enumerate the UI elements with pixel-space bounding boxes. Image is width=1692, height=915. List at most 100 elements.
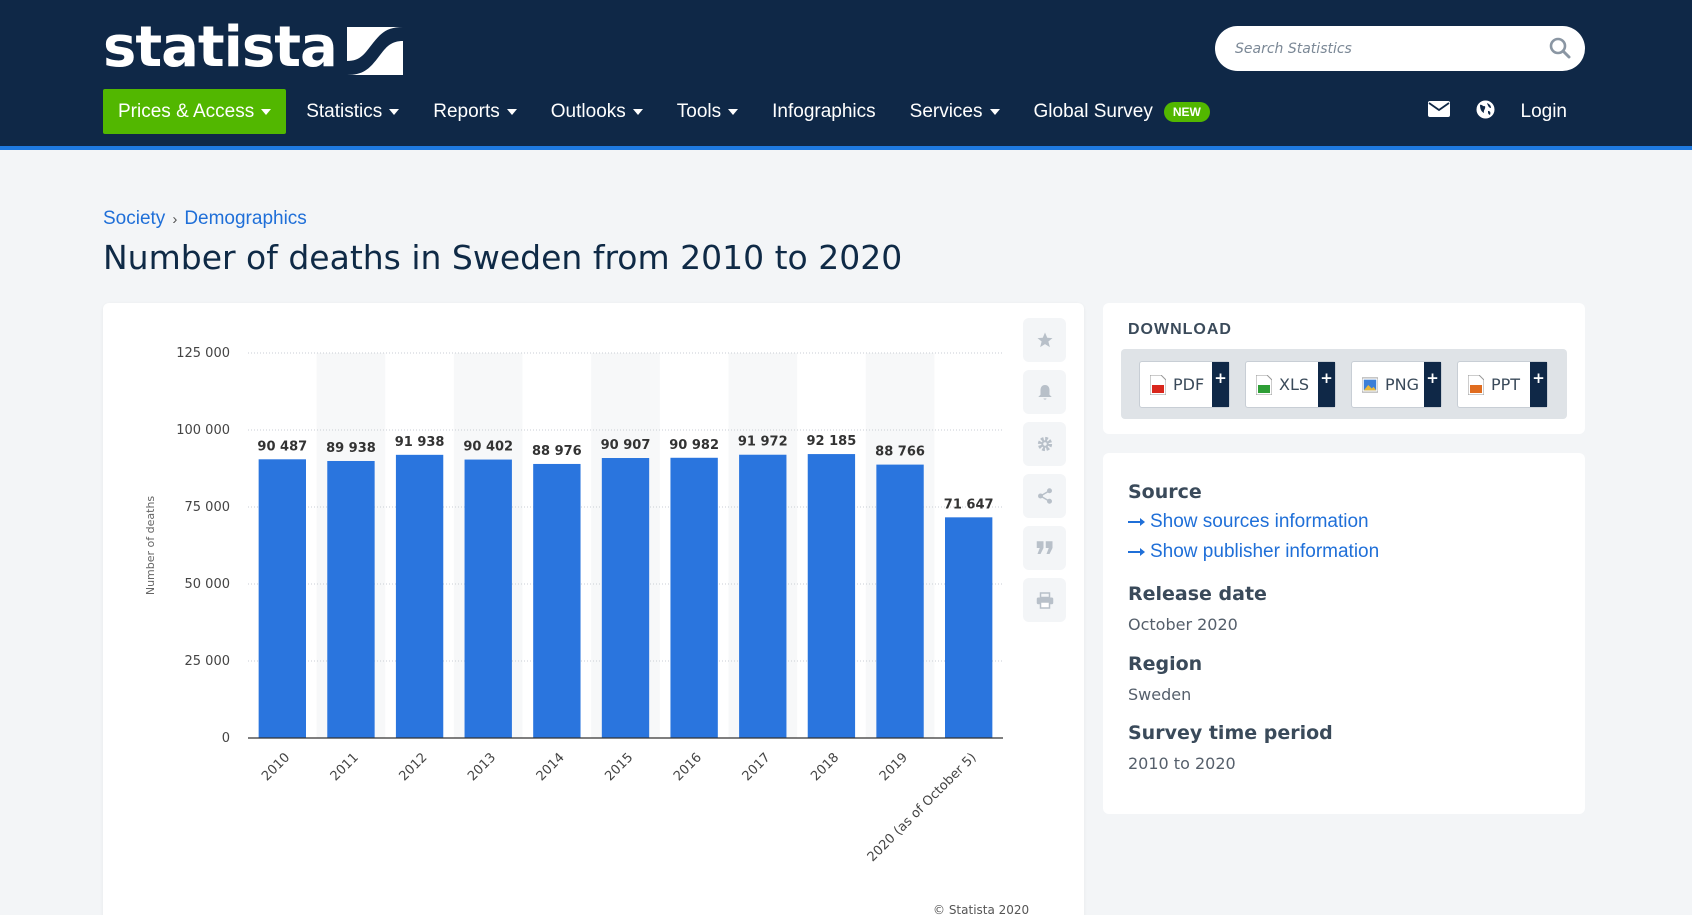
y-tick-label: 75 000 [185,500,231,515]
login-link[interactable]: Login [1520,100,1568,122]
bar [670,457,718,738]
share-button[interactable] [1023,474,1066,518]
data-label: 91 938 [395,435,445,450]
caret-down-icon [989,108,1000,115]
bar [876,464,924,738]
data-label: 90 982 [669,438,719,453]
data-label: 88 976 [532,444,582,459]
data-label: 90 907 [601,438,651,453]
caret-down-icon [728,108,739,115]
y-tick-label: 0 [222,731,230,746]
nav-statistics[interactable]: Statistics [306,101,400,123]
search-box [1215,26,1585,71]
info-card: Source Show sources information Show pub… [1103,453,1585,814]
xls-file-icon [1256,374,1272,395]
download-pdf-button[interactable]: PDF + [1139,361,1230,408]
nav-outlooks[interactable]: Outlooks [551,101,643,123]
nav-infographics[interactable]: Infographics [772,101,876,123]
bar [601,458,650,738]
bar [945,517,993,738]
favorite-button[interactable] [1023,318,1066,362]
arrow-right-icon [1128,548,1145,556]
x-tick-label: 2012 [396,750,430,784]
bar [807,454,856,738]
nav-right: Login [1427,89,1568,134]
x-tick-label: 2016 [671,750,705,784]
cite-button[interactable] [1023,526,1066,570]
y-tick-label: 125 000 [176,346,230,361]
y-axis-title: Number of deaths [144,496,157,596]
region-label: Region [1128,653,1203,675]
data-label: 90 487 [257,439,307,454]
nav-label: Outlooks [550,100,626,122]
bar [533,463,581,738]
print-button[interactable] [1023,578,1066,622]
caret-down-icon [389,108,400,115]
x-tick-label: 2017 [740,750,774,784]
y-tick-label: 100 000 [176,423,230,438]
show-publisher-link[interactable]: Show publisher information [1128,541,1379,563]
bell-icon [1037,384,1052,400]
region-value: Sweden [1128,685,1192,704]
breadcrumb-item-society[interactable]: Society [103,208,166,229]
star-icon [1037,332,1052,348]
nav-label: Reports [433,100,500,122]
arrow-right-icon [1128,518,1145,526]
data-label: 89 938 [326,441,376,456]
nav-services[interactable]: Services [910,101,1000,123]
mail-icon[interactable] [1427,101,1450,122]
nav-prices-access[interactable]: Prices & Access [103,89,287,134]
search-input[interactable] [1215,26,1515,71]
release-date-label: Release date [1128,583,1267,605]
download-label: XLS [1279,375,1310,394]
logo-mark-icon [346,27,403,75]
nav-tools[interactable]: Tools [677,101,739,123]
bar [464,459,512,738]
settings-button[interactable] [1023,422,1066,466]
breadcrumb-separator: › [172,210,178,228]
alert-button[interactable] [1023,370,1066,414]
logo-text: statista [103,15,338,80]
release-date-value: October 2020 [1128,615,1238,634]
download-bar: PDF + XLS + PNG + PPT + [1121,349,1567,419]
search-icon[interactable] [1549,37,1571,64]
link-label: Show sources information [1150,511,1369,532]
new-badge: NEW [1163,101,1210,122]
data-label: 88 766 [875,445,925,460]
bar [258,459,306,738]
download-label: PDF [1173,375,1205,394]
survey-period-value: 2010 to 2020 [1128,754,1236,773]
x-tick-label: 2015 [602,750,636,784]
survey-period-label: Survey time period [1128,722,1333,744]
nav-label: Global Survey [1033,100,1153,122]
download-xls-button[interactable]: XLS + [1245,361,1336,408]
data-label: 91 972 [738,435,788,450]
nav-global-survey[interactable]: Global Survey NEW [1034,101,1210,123]
link-label: Show publisher information [1150,541,1380,562]
data-label: 71 647 [944,497,994,512]
statista-logo[interactable]: statista [103,18,403,78]
pdf-file-icon [1150,374,1166,395]
show-sources-link[interactable]: Show sources information [1128,511,1369,533]
y-tick-label: 25 000 [185,654,231,669]
globe-icon[interactable] [1476,100,1495,124]
nav-reports[interactable]: Reports [433,101,517,123]
download-label: PNG [1385,375,1420,394]
x-tick-label: 2013 [465,750,499,784]
site-header: statista Prices & Access Statistics Repo… [0,0,1692,150]
breadcrumb: Society › Demographics [103,208,307,230]
download-png-button[interactable]: PNG + [1351,361,1442,408]
plus-icon: + [1318,362,1335,407]
main-nav: Prices & Access Statistics Reports Outlo… [103,89,1244,134]
download-title: DOWNLOAD [1128,321,1232,338]
ppt-file-icon [1468,374,1484,395]
bar-chart: 0 25 000 50 000 75 000 100 000 125 000 Number … [144,346,1003,865]
quote-icon [1036,541,1052,554]
breadcrumb-item-demographics[interactable]: Demographics [184,208,307,229]
caret-down-icon [632,108,643,115]
caret-down-icon [506,108,517,115]
png-file-icon [1362,376,1378,393]
page-title: Number of deaths in Sweden from 2010 to … [103,238,903,277]
download-ppt-button[interactable]: PPT + [1457,361,1548,408]
gear-icon [1037,436,1052,452]
